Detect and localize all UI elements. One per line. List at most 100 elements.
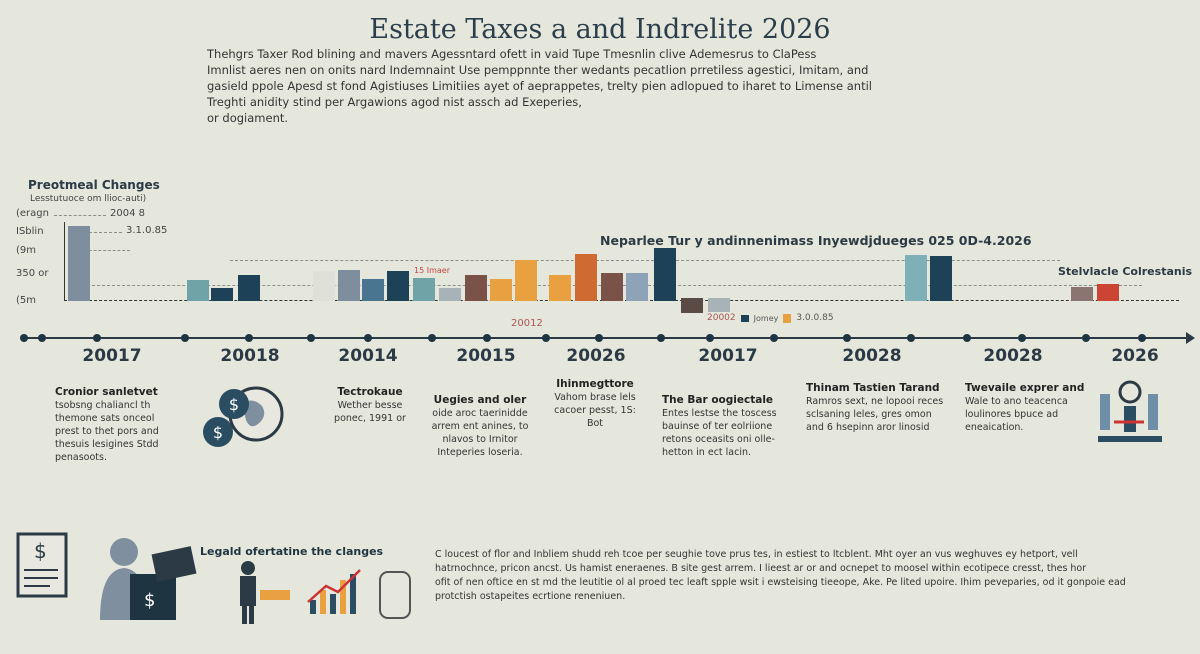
legend-title: Legald ofertatine the clanges xyxy=(200,545,384,558)
timeline-year: 20018 xyxy=(220,346,280,366)
y-label: (eragn xyxy=(16,208,49,219)
timeline-dot xyxy=(1082,334,1090,342)
bar xyxy=(708,298,730,312)
business-growth-icon xyxy=(240,561,411,624)
people-meeting-icon xyxy=(1098,380,1162,442)
info-block: Ihinmegttore Vahom brase lels cacoer pess… xyxy=(550,378,640,430)
svg-text:$: $ xyxy=(213,423,223,442)
gridline xyxy=(84,250,130,251)
timeline-dot xyxy=(770,334,778,342)
block-text: Vahom brase lels cacoer pesst, 1S: Bot xyxy=(554,392,636,429)
block-title: Thinam Tastien Tarand xyxy=(806,382,940,394)
bar xyxy=(905,255,927,301)
bar xyxy=(626,273,648,301)
bar xyxy=(681,298,703,313)
timeline-dot xyxy=(245,334,253,342)
timeline-dot xyxy=(706,334,714,342)
annotation: 20002 xyxy=(707,313,736,323)
bar xyxy=(387,271,409,301)
bar xyxy=(313,271,335,301)
timeline-year: 2026 xyxy=(1111,346,1159,366)
timeline-dot xyxy=(1018,334,1026,342)
annotation: 20012 xyxy=(511,318,543,329)
block-text: Entes lestse the toscess bauinse of ter … xyxy=(662,408,777,458)
timeline-year: 20026 xyxy=(566,346,626,366)
bar xyxy=(1097,284,1119,301)
arrow-icon xyxy=(1186,332,1195,344)
intro-line: gasield ppole Apesd st fond Agistiuses L… xyxy=(207,79,872,93)
intro-line: Imnlist aeres nen on onits nard Indemnai… xyxy=(207,63,869,77)
timeline-dot xyxy=(907,334,915,342)
annotation: Jomey xyxy=(753,313,779,323)
timeline-year: 20017 xyxy=(82,346,142,366)
block-title: Uegies and oler xyxy=(433,394,527,406)
annotation: 2004 8 xyxy=(110,208,145,219)
block-title: Cronior sanletvet xyxy=(55,386,158,398)
mini-legend: 20002 Jomey 3.0.0.85 xyxy=(707,313,834,323)
bar xyxy=(187,280,209,301)
bar xyxy=(362,279,384,301)
bar xyxy=(68,226,90,301)
block-text: tsobsng chaliancl th themone sats onceol… xyxy=(55,400,159,463)
bar xyxy=(1071,287,1093,301)
timeline-dot xyxy=(428,334,436,342)
timeline-axis xyxy=(24,337,1192,339)
timeline-dot xyxy=(93,334,101,342)
annotation: 3.1.0.85 xyxy=(126,225,168,236)
timeline-year: 20017 xyxy=(698,346,758,366)
bar xyxy=(338,270,360,301)
bar xyxy=(238,275,260,301)
timeline-dot xyxy=(657,334,665,342)
mid-heading: Neparlee Tur y andinnenimass Inyewdjdueg… xyxy=(600,233,1032,248)
timeline-dot xyxy=(181,334,189,342)
bar xyxy=(413,278,435,301)
block-title: Ihinmegttore xyxy=(556,378,634,390)
timeline-dot xyxy=(307,334,315,342)
timeline-dot xyxy=(20,334,28,342)
info-block: Thinam Tastien Tarand Ramros sext, ne lop… xyxy=(806,382,946,434)
timeline-year: 20015 xyxy=(456,346,516,366)
legend-line: ofit of nen oftice en st md the leutitie… xyxy=(435,577,1126,588)
bar xyxy=(490,279,512,301)
bar xyxy=(439,288,461,301)
annotation: 15 Imaer xyxy=(414,266,450,275)
timeline-dot xyxy=(1138,334,1146,342)
y-label: (9m xyxy=(16,245,37,256)
legend-line: protctish ostapeites ecrtione reneniuen. xyxy=(435,591,626,602)
block-title: Twevaile exprer and xyxy=(965,382,1085,394)
right-heading: Stelvlacle Colrestanis xyxy=(1058,265,1193,278)
info-block: The Bar oogiectale Entes lestse the tosce… xyxy=(662,394,787,459)
page-title: Estate Taxes a and Indrelite 2026 xyxy=(369,14,831,45)
timeline-dot xyxy=(595,334,603,342)
timeline-dot xyxy=(843,334,851,342)
block-text: Ramros sext, ne lopooi reces sclsaning l… xyxy=(806,396,944,433)
svg-text:$: $ xyxy=(144,590,155,611)
chart-heading: Preotmeal Changes xyxy=(28,178,160,192)
gridline xyxy=(230,260,1060,261)
annotation: 3.0.0.85 xyxy=(796,313,834,323)
timeline-year: 20014 xyxy=(338,346,398,366)
block-title: Tectrokaue xyxy=(337,386,403,398)
block-text: oide aroc taerinidde arrem ent anines, t… xyxy=(431,408,529,458)
info-block: Uegies and oler oide aroc taerinidde arre… xyxy=(430,394,530,459)
info-block: Twevaile exprer and Wale to ano teacenca … xyxy=(965,382,1085,434)
intro-line: or dogiament. xyxy=(207,111,289,125)
intro-line: Thehgrs Taxer Rod blining and mavers Age… xyxy=(207,47,817,61)
y-label: 350 or xyxy=(16,268,49,279)
timeline-dot xyxy=(483,334,491,342)
bar xyxy=(465,275,487,301)
legend-line: C loucest of flor and Inbliem shudd reh … xyxy=(435,549,1078,560)
legend-paragraph: C loucest of flor and Inbliem shudd reh … xyxy=(435,548,1155,604)
timeline-dot xyxy=(542,334,550,342)
bar xyxy=(211,288,233,301)
intro-line: Treghti anidity stind per Argawions agod… xyxy=(207,95,582,109)
bar xyxy=(601,273,623,301)
bar xyxy=(549,275,571,301)
timeline-year: 20028 xyxy=(842,346,902,366)
info-block: Tectrokaue Wether besse ponec, 1991 or xyxy=(330,386,410,425)
timeline-dot xyxy=(963,334,971,342)
y-label: (5m xyxy=(16,295,37,306)
chart-subheading: Lesstutuoce om llioc-auti) xyxy=(30,194,147,204)
intro-paragraph: Thehgrs Taxer Rod blining and mavers Age… xyxy=(207,46,967,126)
block-title: The Bar oogiectale xyxy=(662,394,774,406)
